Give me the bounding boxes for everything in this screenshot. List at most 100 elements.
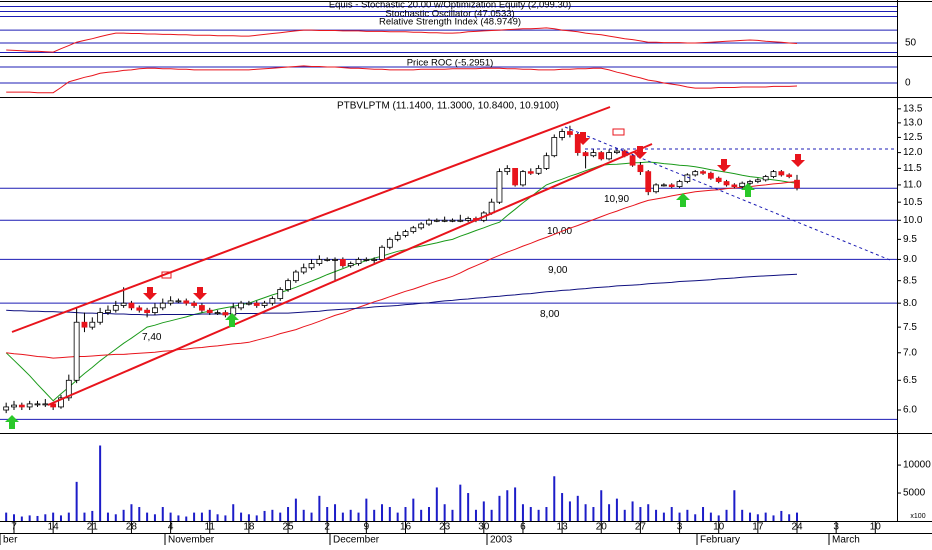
candle-body — [794, 179, 800, 189]
volume-bar — [169, 512, 172, 521]
level-label: 10,90 — [604, 194, 629, 205]
volume-bar — [138, 507, 141, 521]
volume-bar — [741, 509, 744, 521]
volume-bar — [537, 509, 540, 521]
candle-body — [58, 397, 64, 408]
volume-bar — [756, 514, 759, 521]
candle-body — [324, 259, 331, 261]
volume-bar — [318, 495, 321, 521]
candle-body — [543, 155, 550, 169]
volume-bar — [59, 515, 62, 521]
volume-bar — [365, 498, 368, 521]
candle-body — [762, 176, 769, 181]
candle-body — [285, 280, 291, 290]
volume-bar — [467, 493, 470, 521]
indicator-guides — [0, 6, 897, 53]
volume-bar — [255, 515, 258, 521]
annotations — [5, 106, 897, 429]
candle-body — [668, 184, 675, 187]
candle-body — [347, 263, 354, 267]
volume-bar — [545, 507, 548, 521]
candle-body — [559, 131, 565, 138]
chart-title: PTBVLPTM (11.1400, 11.3000, 10.8400, 10.… — [337, 101, 559, 112]
volume-bar — [725, 509, 728, 521]
volume-bar — [13, 514, 15, 521]
candle-body — [26, 403, 33, 408]
volume-bar — [608, 504, 611, 521]
candle-body — [89, 321, 96, 328]
x-tick-label: 14 — [48, 522, 60, 533]
volume-bar — [592, 507, 595, 521]
candle-body — [457, 219, 464, 222]
volume-bar — [749, 512, 752, 521]
volume-bar — [662, 512, 665, 521]
y-tick-label: 50 — [905, 38, 917, 49]
y-tick-label: 6.5 — [903, 375, 917, 386]
volume-bar — [193, 512, 196, 521]
x-tick-label: 17 — [752, 522, 764, 533]
candle-body — [614, 150, 620, 153]
candle-body — [261, 302, 268, 306]
volume-bar — [341, 512, 344, 521]
candle-body — [606, 152, 612, 160]
indicator-label: Equis - Stochastic 20.00 w/Optimization … — [329, 0, 571, 11]
x-tick-label: 10 — [870, 522, 882, 533]
candle-body — [598, 152, 605, 160]
volume-bar — [521, 504, 524, 521]
volume-bar — [67, 512, 70, 521]
candle-body — [81, 321, 88, 328]
trend-line — [47, 143, 653, 406]
x-tick-label: 27 — [635, 522, 647, 533]
candle-body — [754, 179, 761, 182]
volume-bar — [310, 512, 313, 521]
candle-body — [159, 302, 166, 309]
candle-body — [637, 164, 644, 173]
candle-body — [700, 171, 706, 174]
volume-bar — [459, 484, 462, 521]
level-label: 9,00 — [548, 265, 568, 276]
volume-bar — [639, 507, 642, 521]
candle-body — [551, 137, 558, 157]
candle-body — [739, 182, 746, 187]
indicator-label: Relative Strength Index (48.9749) — [379, 17, 521, 28]
candle-body — [715, 177, 722, 182]
candle-body — [778, 171, 785, 176]
buy-arrow — [5, 415, 19, 429]
signal-box — [161, 271, 172, 279]
y-tick-label: 7.5 — [903, 322, 917, 333]
volume-bar — [130, 504, 133, 521]
candle-body — [676, 181, 683, 187]
volume-bar — [647, 504, 650, 521]
volume-bar — [334, 504, 337, 521]
candle-body — [308, 263, 315, 269]
x-tick-label: 13 — [557, 522, 569, 533]
volume-bar — [287, 507, 290, 521]
volume-bar — [529, 507, 532, 521]
candle-body — [386, 238, 393, 248]
candle-body — [191, 302, 197, 306]
volume-bar — [709, 512, 712, 521]
sell-arrow — [717, 159, 731, 172]
candle-body — [50, 403, 57, 408]
moving-average — [5, 161, 798, 402]
volume-bar — [349, 509, 352, 521]
volume-bar — [106, 512, 109, 521]
y-tick-label: 12.0 — [903, 147, 923, 158]
month-label: March — [832, 535, 860, 545]
indicator-line — [6, 65, 798, 94]
candle-body — [629, 155, 636, 166]
candle-body — [520, 171, 526, 186]
sell-arrows — [143, 128, 805, 300]
volume-bar — [294, 498, 297, 521]
candle-body — [65, 379, 72, 399]
volume-bar — [240, 512, 243, 521]
candle-body — [11, 404, 17, 408]
month-label: December — [333, 535, 380, 545]
candle-body — [3, 406, 10, 411]
volume-bar — [670, 507, 673, 521]
candle-body — [339, 259, 346, 267]
candle-body — [199, 305, 205, 311]
candle-body — [488, 201, 495, 214]
